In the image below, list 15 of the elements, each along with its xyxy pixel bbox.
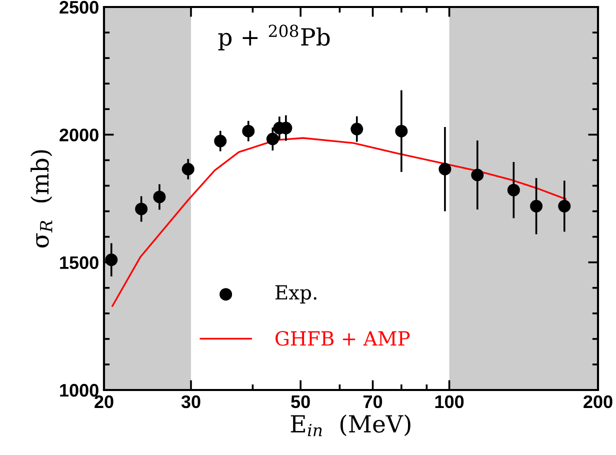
x-tick-label: 100 (435, 395, 464, 408)
x-axis-title: E$_{in}$ (MeV) (290, 414, 410, 436)
y-tick-label: 1500 (60, 256, 98, 270)
x-tick-label: 70 (364, 395, 382, 408)
y-tick-label: 2000 (60, 128, 98, 142)
legend-label: Exp. (276, 285, 316, 304)
x-tick-label: 30 (181, 395, 200, 408)
y-tick-label: 2500 (60, 0, 98, 14)
annotation: p + $^{208}$Pb (218, 24, 330, 50)
x-tick-label: 20 (94, 395, 114, 408)
legend-label: GHFB + AMP (276, 331, 410, 346)
y-axis-title: σ$_{R}$ (mb) (30, 150, 52, 248)
x-tick-label: 200 (584, 395, 612, 408)
x-tick-label: 50 (291, 395, 310, 408)
y-tick-label: 1000 (60, 384, 98, 397)
